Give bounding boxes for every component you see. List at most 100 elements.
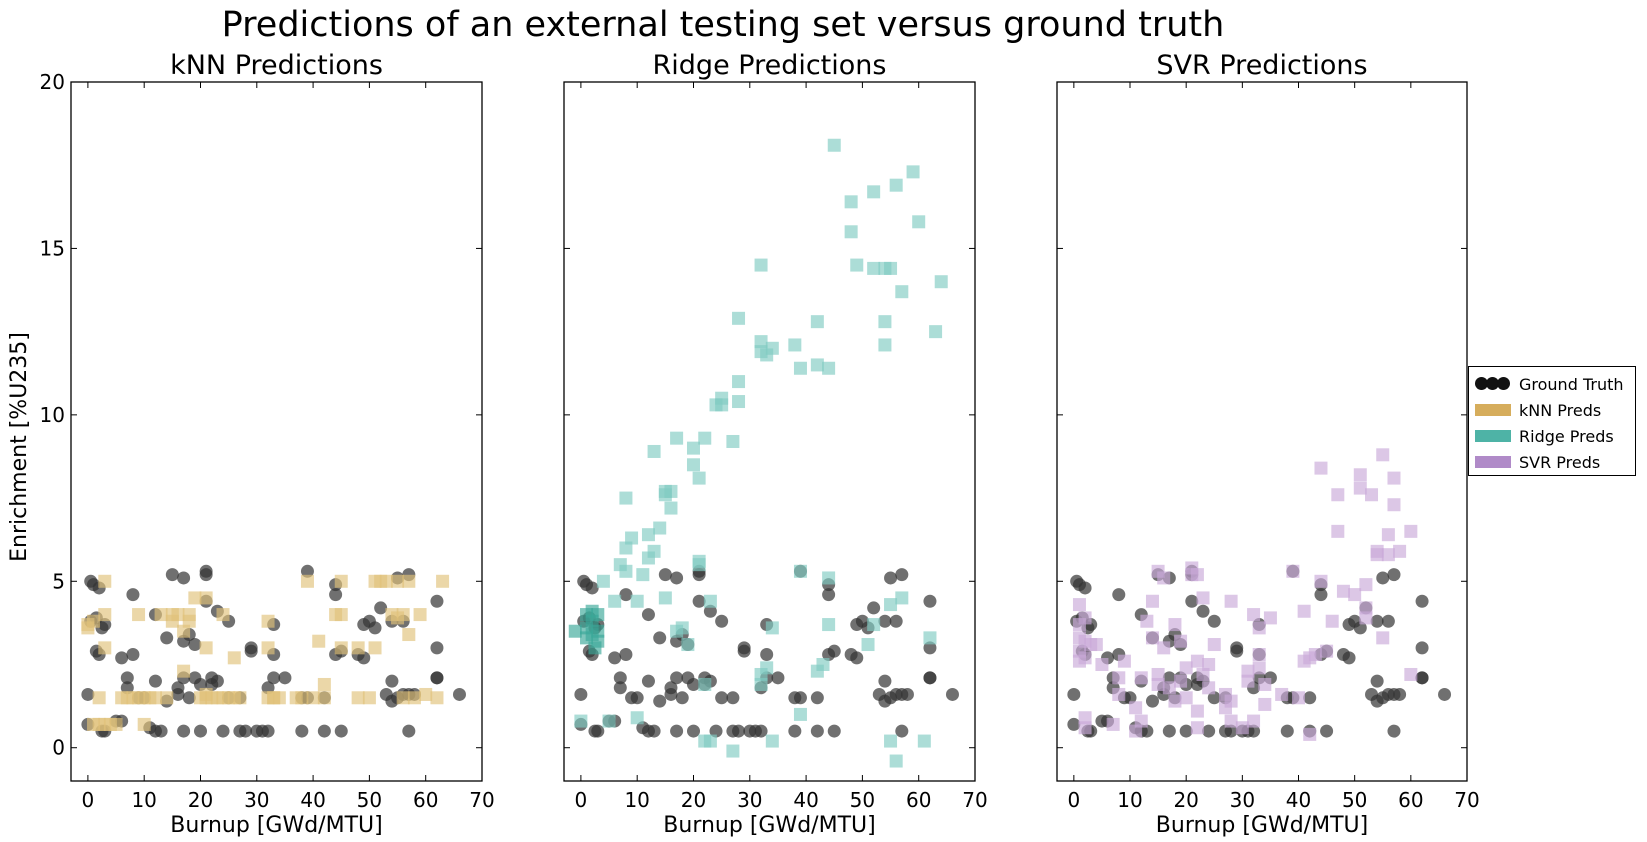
prediction-point xyxy=(1179,691,1193,705)
ground-truth-point xyxy=(945,687,959,701)
ground-truth-point xyxy=(641,608,655,622)
ground-truth-point xyxy=(329,588,343,602)
prediction-point xyxy=(436,574,450,588)
prediction-point xyxy=(686,441,700,455)
legend: Ground Truth kNN Preds Ridge Preds SVR P… xyxy=(1468,366,1636,476)
ground-truth-point xyxy=(385,674,399,688)
ground-truth-point xyxy=(793,691,807,705)
ground-truth-point xyxy=(115,651,129,665)
ground-truth-point xyxy=(1314,588,1328,602)
prediction-point xyxy=(822,361,836,375)
prediction-point xyxy=(889,178,903,192)
ground-truth-point xyxy=(1179,724,1193,738)
ground-truth-point xyxy=(1196,604,1210,618)
prediction-point xyxy=(574,714,588,728)
prediction-point xyxy=(1196,591,1210,605)
prediction-point xyxy=(334,608,348,622)
prediction-point xyxy=(1151,677,1165,691)
prediction-point xyxy=(1404,667,1418,681)
x-axis-label: Burnup [GWd/MTU] xyxy=(170,813,382,838)
ground-truth-point xyxy=(1123,691,1137,705)
prediction-point xyxy=(391,574,405,588)
ground-truth-point xyxy=(585,581,599,595)
prediction-point xyxy=(788,338,802,352)
subplot-1: 0 10 20 30 40 50 60 70 0 5 10 15 20 kNN Predictions Bu… xyxy=(40,50,495,838)
ground-truth-point xyxy=(154,724,168,738)
x-tick-label: 50 xyxy=(1342,788,1367,812)
x-tick-label: 10 xyxy=(624,788,649,812)
ground-truth-point xyxy=(613,681,627,695)
prediction-point xyxy=(1404,524,1418,538)
prediction-point xyxy=(850,258,864,272)
ground-truth-point xyxy=(658,568,672,582)
prediction-point xyxy=(732,395,746,409)
legend-square-marker xyxy=(1475,451,1511,473)
x-tick-label: 70 xyxy=(469,788,494,812)
ground-truth-point xyxy=(334,724,348,738)
prediction-point xyxy=(334,574,348,588)
ground-truth-point xyxy=(120,671,134,685)
ground-truth-point xyxy=(182,691,196,705)
prediction-point xyxy=(1078,651,1092,665)
prediction-point xyxy=(1112,687,1126,701)
prediction-point xyxy=(827,138,841,152)
prediction-point xyxy=(1224,594,1238,608)
ground-truth-point xyxy=(641,674,655,688)
prediction-point xyxy=(1303,727,1317,741)
ground-truth-point xyxy=(692,594,706,608)
prediction-point xyxy=(591,634,605,648)
prediction-point xyxy=(653,521,667,535)
prediction-point xyxy=(715,398,729,412)
y-tick-label: 20 xyxy=(40,70,65,94)
ground-truth-point xyxy=(732,724,746,738)
prediction-point xyxy=(1106,717,1120,731)
prediction-point xyxy=(1252,621,1266,635)
ground-truth-point xyxy=(822,588,836,602)
prediction-point xyxy=(822,571,836,585)
prediction-point xyxy=(1134,714,1148,728)
prediction-point xyxy=(1112,671,1126,685)
prediction-point xyxy=(754,677,768,691)
prediction-point xyxy=(419,687,433,701)
ground-truth-point xyxy=(1140,724,1154,738)
prediction-point xyxy=(1140,614,1154,628)
prediction-point xyxy=(351,641,365,655)
prediction-point xyxy=(934,275,948,289)
prediction-point xyxy=(765,734,779,748)
prediction-point xyxy=(154,608,168,622)
x-tick-label: 60 xyxy=(413,788,438,812)
ground-truth-point xyxy=(1247,724,1261,738)
y-axis-label: Enrichment [%U235] xyxy=(7,332,32,562)
prediction-point xyxy=(754,258,768,272)
prediction-point xyxy=(698,431,712,445)
prediction-point xyxy=(664,484,678,498)
prediction-point xyxy=(261,614,275,628)
ground-truth-point xyxy=(895,568,909,582)
prediction-point xyxy=(884,261,898,275)
prediction-point xyxy=(732,311,746,325)
legend-label: kNN Preds xyxy=(1519,400,1602,420)
ground-truth-point xyxy=(686,677,700,691)
prediction-point xyxy=(300,574,314,588)
ground-truth-point xyxy=(1145,694,1159,708)
data-points xyxy=(1067,448,1452,741)
prediction-point xyxy=(884,734,898,748)
subplot-3: 0 10 20 30 40 50 60 70 SVR Predictions Burnup [GW… xyxy=(1056,50,1480,838)
prediction-point xyxy=(686,458,700,472)
x-tick-label: 0 xyxy=(575,788,588,812)
ground-truth-point xyxy=(177,724,191,738)
prediction-point xyxy=(1157,571,1171,585)
legend-item-knn: kNN Preds xyxy=(1475,399,1601,421)
x-tick-label: 50 xyxy=(357,788,382,812)
x-tick-label: 10 xyxy=(131,788,156,812)
figure-title: Predictions of an external testing set v… xyxy=(222,5,1225,45)
prediction-point xyxy=(413,608,427,622)
prediction-point xyxy=(1151,667,1165,681)
prediction-point xyxy=(1202,681,1216,695)
prediction-point xyxy=(867,261,881,275)
prediction-point xyxy=(1247,714,1261,728)
prediction-point xyxy=(630,711,644,725)
x-tick-label: 30 xyxy=(1230,788,1255,812)
ground-truth-point xyxy=(295,724,309,738)
subplots: 0 10 20 30 40 50 60 70 0 5 10 15 20 kNN Predictions Bu… xyxy=(40,50,1480,838)
